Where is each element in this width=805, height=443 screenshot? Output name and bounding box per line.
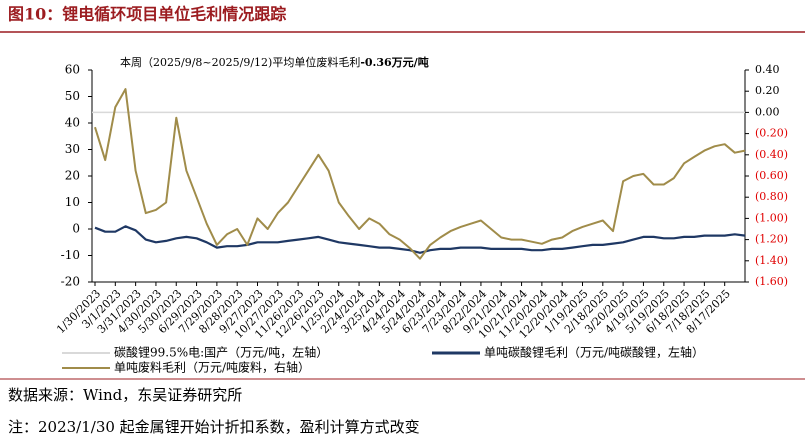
annotation: 本周（2025/9/8~2025/9/12)平均单位废料毛利-0.36万元/吨 (120, 55, 429, 69)
y2-tick-label: (0.80) (755, 190, 788, 203)
series-line (94, 225, 746, 254)
legend-label: 单吨废料毛利（万元/吨废料，右轴） (114, 360, 310, 375)
y-tick-label: 10 (65, 195, 80, 209)
y2-tick-label: 0.00 (755, 105, 780, 118)
note: 注：2023/1/30 起金属锂开始计折扣系数，盈利计算方式改变 (8, 418, 420, 436)
y-tick-label: 50 (65, 89, 80, 103)
y2-tick-label: (0.40) (755, 148, 788, 161)
legend-label: 单吨碳酸锂毛利（万元/吨碳酸锂，左轴） (484, 345, 704, 360)
y-tick-label: 20 (65, 169, 80, 183)
y2-tick-label: (1.40) (755, 254, 788, 267)
y-tick-label: 30 (65, 142, 80, 156)
y-tick-label: 60 (65, 63, 80, 77)
y2-tick-label: 0.20 (755, 84, 780, 97)
y2-tick-label: (1.00) (755, 211, 788, 224)
chart-title: 图10：锂电循环项目单位毛利情况跟踪 (8, 5, 286, 24)
annotation-text: 本周（2025/9/8~2025/9/12)平均单位废料毛利 (120, 55, 360, 69)
y2-tick-label: 0.40 (755, 63, 780, 76)
annotation-emphasis: -0.36万元/吨 (360, 55, 428, 69)
y-tick-label: 0 (72, 222, 80, 236)
legend-label: 碳酸锂99.5%电:国产（万元/吨，左轴） (114, 345, 328, 360)
y-tick-label: -10 (61, 248, 80, 262)
y2-tick-label: (0.60) (755, 169, 788, 182)
y2-tick-label: (0.20) (755, 127, 788, 140)
source: 数据来源：Wind，东吴证券研究所 (8, 386, 242, 404)
y2-tick-label: (1.20) (755, 233, 788, 246)
y2-tick-label: (1.60) (755, 275, 788, 288)
y-tick-label: 40 (65, 116, 80, 130)
series-line (94, 88, 746, 260)
y-tick-label: -20 (61, 275, 80, 289)
